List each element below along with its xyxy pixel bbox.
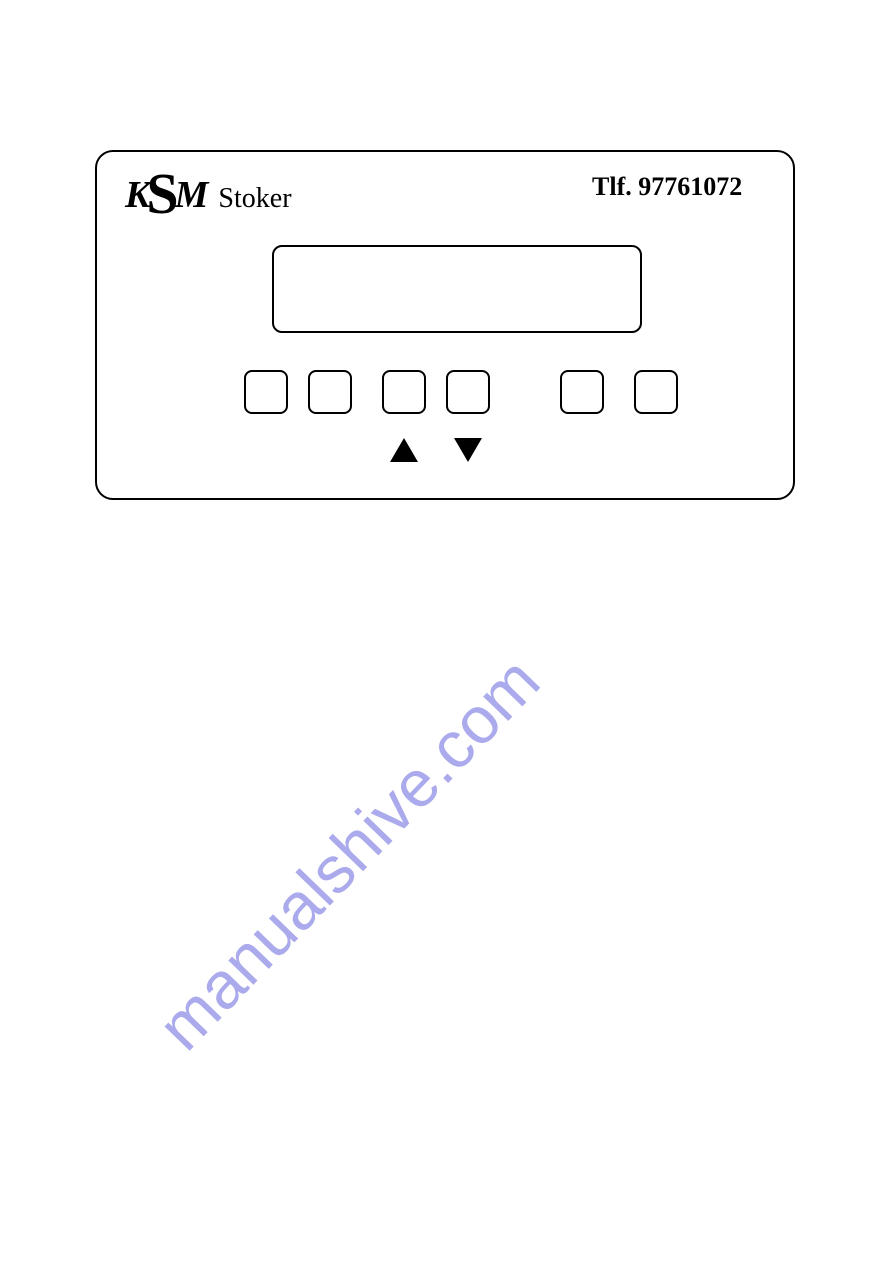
arrow-up-icon [390, 438, 418, 462]
button-5[interactable] [560, 370, 604, 414]
button-1[interactable] [244, 370, 288, 414]
arrow-down-icon [454, 438, 482, 462]
logo-subtitle: Stoker [218, 183, 291, 215]
button-2[interactable] [308, 370, 352, 414]
lcd-display [272, 245, 642, 333]
button-6[interactable] [634, 370, 678, 414]
logo-letter-s: S [146, 174, 178, 215]
watermark-text: manualshive.com [143, 642, 554, 1064]
button-4-down[interactable] [446, 370, 490, 414]
phone-number: Tlf. 97761072 [592, 172, 742, 202]
brand-logo: K S M Stoker [125, 168, 292, 217]
button-3-up[interactable] [382, 370, 426, 414]
logo-letter-m: M [175, 173, 209, 217]
